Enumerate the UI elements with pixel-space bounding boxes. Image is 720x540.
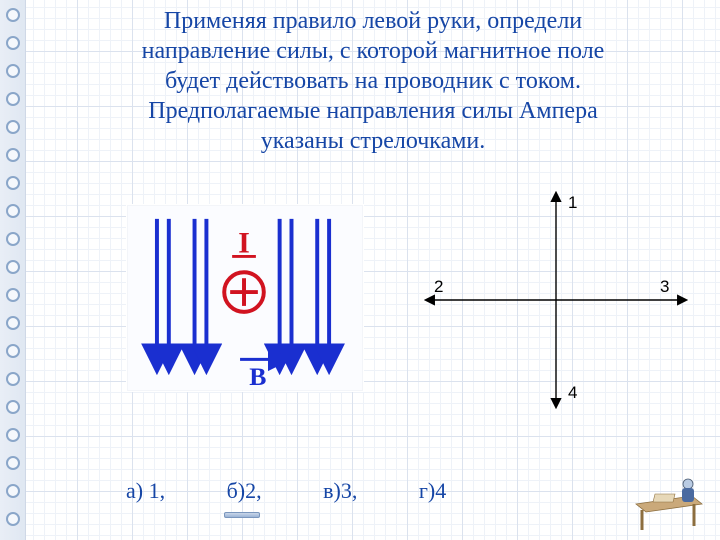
binding-ring bbox=[6, 428, 20, 442]
current-label: I bbox=[238, 227, 250, 259]
spiral-binding bbox=[0, 0, 26, 540]
answer-option-g[interactable]: г)4 bbox=[419, 478, 446, 504]
binding-ring bbox=[6, 400, 20, 414]
question-text: Применяя правило левой руки, определи на… bbox=[66, 6, 680, 156]
current-symbol bbox=[224, 272, 264, 312]
question-line-3: будет действовать на проводник с током. bbox=[165, 68, 581, 94]
binding-ring bbox=[6, 260, 20, 274]
b-arrow: B bbox=[240, 359, 280, 391]
answer-option-b[interactable]: б)2, bbox=[227, 478, 262, 504]
binding-ring bbox=[6, 372, 20, 386]
answer-option-v[interactable]: в)3, bbox=[323, 478, 357, 504]
physics-figure: I B bbox=[126, 204, 364, 392]
direction-cross-svg bbox=[416, 185, 696, 415]
binding-ring bbox=[6, 512, 20, 526]
binding-ring bbox=[6, 176, 20, 190]
question-line-1: Применяя правило левой руки, определи bbox=[164, 8, 582, 34]
arrow-label-3: 3 bbox=[660, 277, 669, 297]
answer-options: а) 1, б)2, в)3, г)4 bbox=[126, 478, 502, 504]
arrow-label-4: 4 bbox=[568, 383, 577, 403]
binding-ring bbox=[6, 344, 20, 358]
correct-answer-underline bbox=[224, 512, 260, 518]
binding-ring bbox=[6, 316, 20, 330]
answer-option-a[interactable]: а) 1, bbox=[126, 478, 165, 504]
binding-ring bbox=[6, 36, 20, 50]
question-line-5: указаны стрелочками. bbox=[261, 128, 486, 154]
field-label: B bbox=[249, 362, 266, 391]
arrow-label-2: 2 bbox=[434, 277, 443, 297]
direction-cross: 1 2 3 4 bbox=[416, 185, 696, 415]
binding-ring bbox=[6, 64, 20, 78]
binding-ring bbox=[6, 120, 20, 134]
binding-ring bbox=[6, 232, 20, 246]
question-line-2: направление силы, с которой магнитное по… bbox=[142, 38, 605, 64]
binding-ring bbox=[6, 8, 20, 22]
binding-ring bbox=[6, 484, 20, 498]
binding-ring bbox=[6, 92, 20, 106]
binding-ring bbox=[6, 456, 20, 470]
desk-illustration bbox=[632, 474, 704, 534]
binding-ring bbox=[6, 288, 20, 302]
paper-area: Применяя правило левой руки, определи на… bbox=[26, 0, 720, 540]
physics-figure-svg: I B bbox=[127, 205, 363, 391]
binding-ring bbox=[6, 148, 20, 162]
arrow-label-1: 1 bbox=[568, 193, 577, 213]
question-line-4: Предполагаемые направления силы Ампера bbox=[148, 98, 597, 124]
binding-ring bbox=[6, 204, 20, 218]
